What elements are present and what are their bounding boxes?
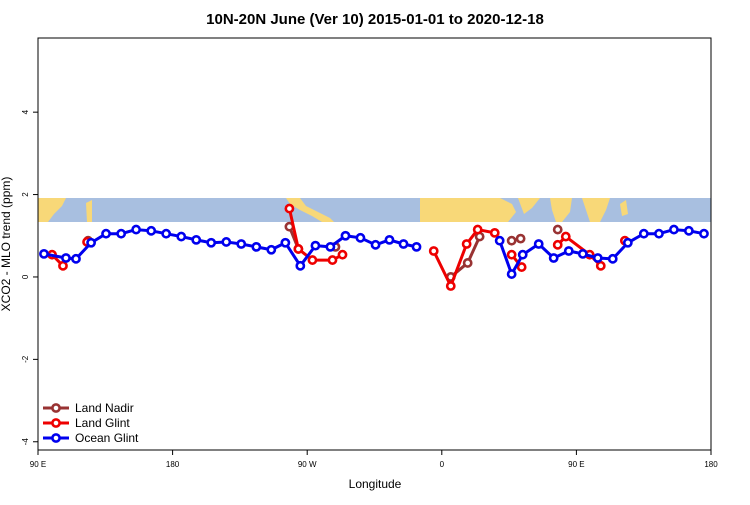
series-point xyxy=(552,224,563,235)
series-point xyxy=(622,237,633,248)
legend-label: Land Nadir xyxy=(75,401,134,415)
series-point xyxy=(325,241,336,252)
y-tick-label: 2 xyxy=(21,192,30,197)
series-point xyxy=(669,224,679,235)
series-point xyxy=(284,203,295,214)
series-point xyxy=(293,244,304,254)
series-point xyxy=(39,248,49,259)
series-point xyxy=(472,224,483,235)
series-point xyxy=(533,239,544,249)
series-point xyxy=(517,249,528,260)
map-strip xyxy=(38,198,711,222)
land xyxy=(518,198,540,214)
series-point xyxy=(161,228,172,239)
series-point xyxy=(221,237,232,247)
series-point xyxy=(506,249,517,260)
series-point xyxy=(307,255,318,265)
y-tick-label: -4 xyxy=(21,438,30,446)
x-axis-label: Longitude xyxy=(349,477,402,491)
series-point xyxy=(176,231,187,242)
y-tick-label: -2 xyxy=(21,355,30,363)
series-point xyxy=(206,237,217,248)
x-tick-label: 90 E xyxy=(30,460,46,469)
series-point xyxy=(61,253,71,263)
x-tick-label: 90 E xyxy=(568,460,584,469)
series-point xyxy=(494,235,505,246)
x-tick-label: 90 W xyxy=(298,460,317,469)
legend-marker xyxy=(51,418,61,428)
series-point xyxy=(638,228,649,239)
series-point xyxy=(560,231,571,242)
series-point xyxy=(191,234,202,245)
series-point xyxy=(101,228,111,239)
series-point xyxy=(592,253,603,263)
series-point xyxy=(131,224,142,235)
y-axis-label: XCO2 - MLO trend (ppm) xyxy=(0,177,13,312)
land xyxy=(420,198,516,222)
series-point xyxy=(295,260,306,271)
series-point xyxy=(428,246,439,256)
series-point xyxy=(280,237,291,248)
series-point xyxy=(595,260,606,271)
series-point xyxy=(398,239,409,249)
series-point xyxy=(577,248,588,259)
series-point xyxy=(86,237,96,248)
series-point xyxy=(384,234,395,245)
series-point xyxy=(445,281,456,291)
legend-marker xyxy=(51,403,61,413)
series-point xyxy=(266,244,277,255)
series-point xyxy=(699,228,709,239)
series-point xyxy=(515,233,526,244)
series-point xyxy=(654,228,664,239)
series-point xyxy=(548,253,559,263)
series-point xyxy=(327,255,338,265)
series-point xyxy=(116,228,127,239)
series-point xyxy=(506,235,517,246)
chart-title: 10N-20N June (Ver 10) 2015-01-01 to 2020… xyxy=(206,11,544,28)
series-point xyxy=(146,225,157,236)
legend-label: Land Glint xyxy=(75,416,130,430)
series-point xyxy=(58,260,68,271)
land xyxy=(286,198,334,222)
y-tick-label: 0 xyxy=(21,274,30,279)
series-point xyxy=(461,239,472,249)
land xyxy=(582,198,610,222)
series-point xyxy=(563,246,574,256)
series-point xyxy=(552,239,563,250)
series-point xyxy=(236,239,247,249)
series-point xyxy=(683,225,694,236)
series-point xyxy=(71,253,81,264)
series-point xyxy=(340,230,351,241)
series-point xyxy=(370,239,381,250)
series-point xyxy=(310,240,321,251)
series-point xyxy=(607,253,618,264)
land xyxy=(38,198,66,222)
series-point xyxy=(284,221,295,232)
x-tick-label: 180 xyxy=(704,460,718,469)
land xyxy=(620,200,628,216)
land xyxy=(550,198,572,222)
y-tick-label: 4 xyxy=(21,109,30,114)
x-tick-label: 180 xyxy=(166,460,180,469)
series-point xyxy=(411,241,422,252)
series-point xyxy=(489,227,500,238)
series-point xyxy=(462,258,473,268)
series-point xyxy=(506,269,517,279)
legend-marker xyxy=(51,433,61,443)
legend-label: Ocean Glint xyxy=(75,431,139,445)
plot-frame xyxy=(37,37,712,451)
series-point xyxy=(355,232,366,243)
series-point xyxy=(516,262,527,272)
series-point xyxy=(337,249,348,260)
series-point xyxy=(251,241,262,252)
land xyxy=(86,200,92,222)
ocean-strip xyxy=(38,198,711,222)
x-tick-label: 0 xyxy=(440,460,445,469)
